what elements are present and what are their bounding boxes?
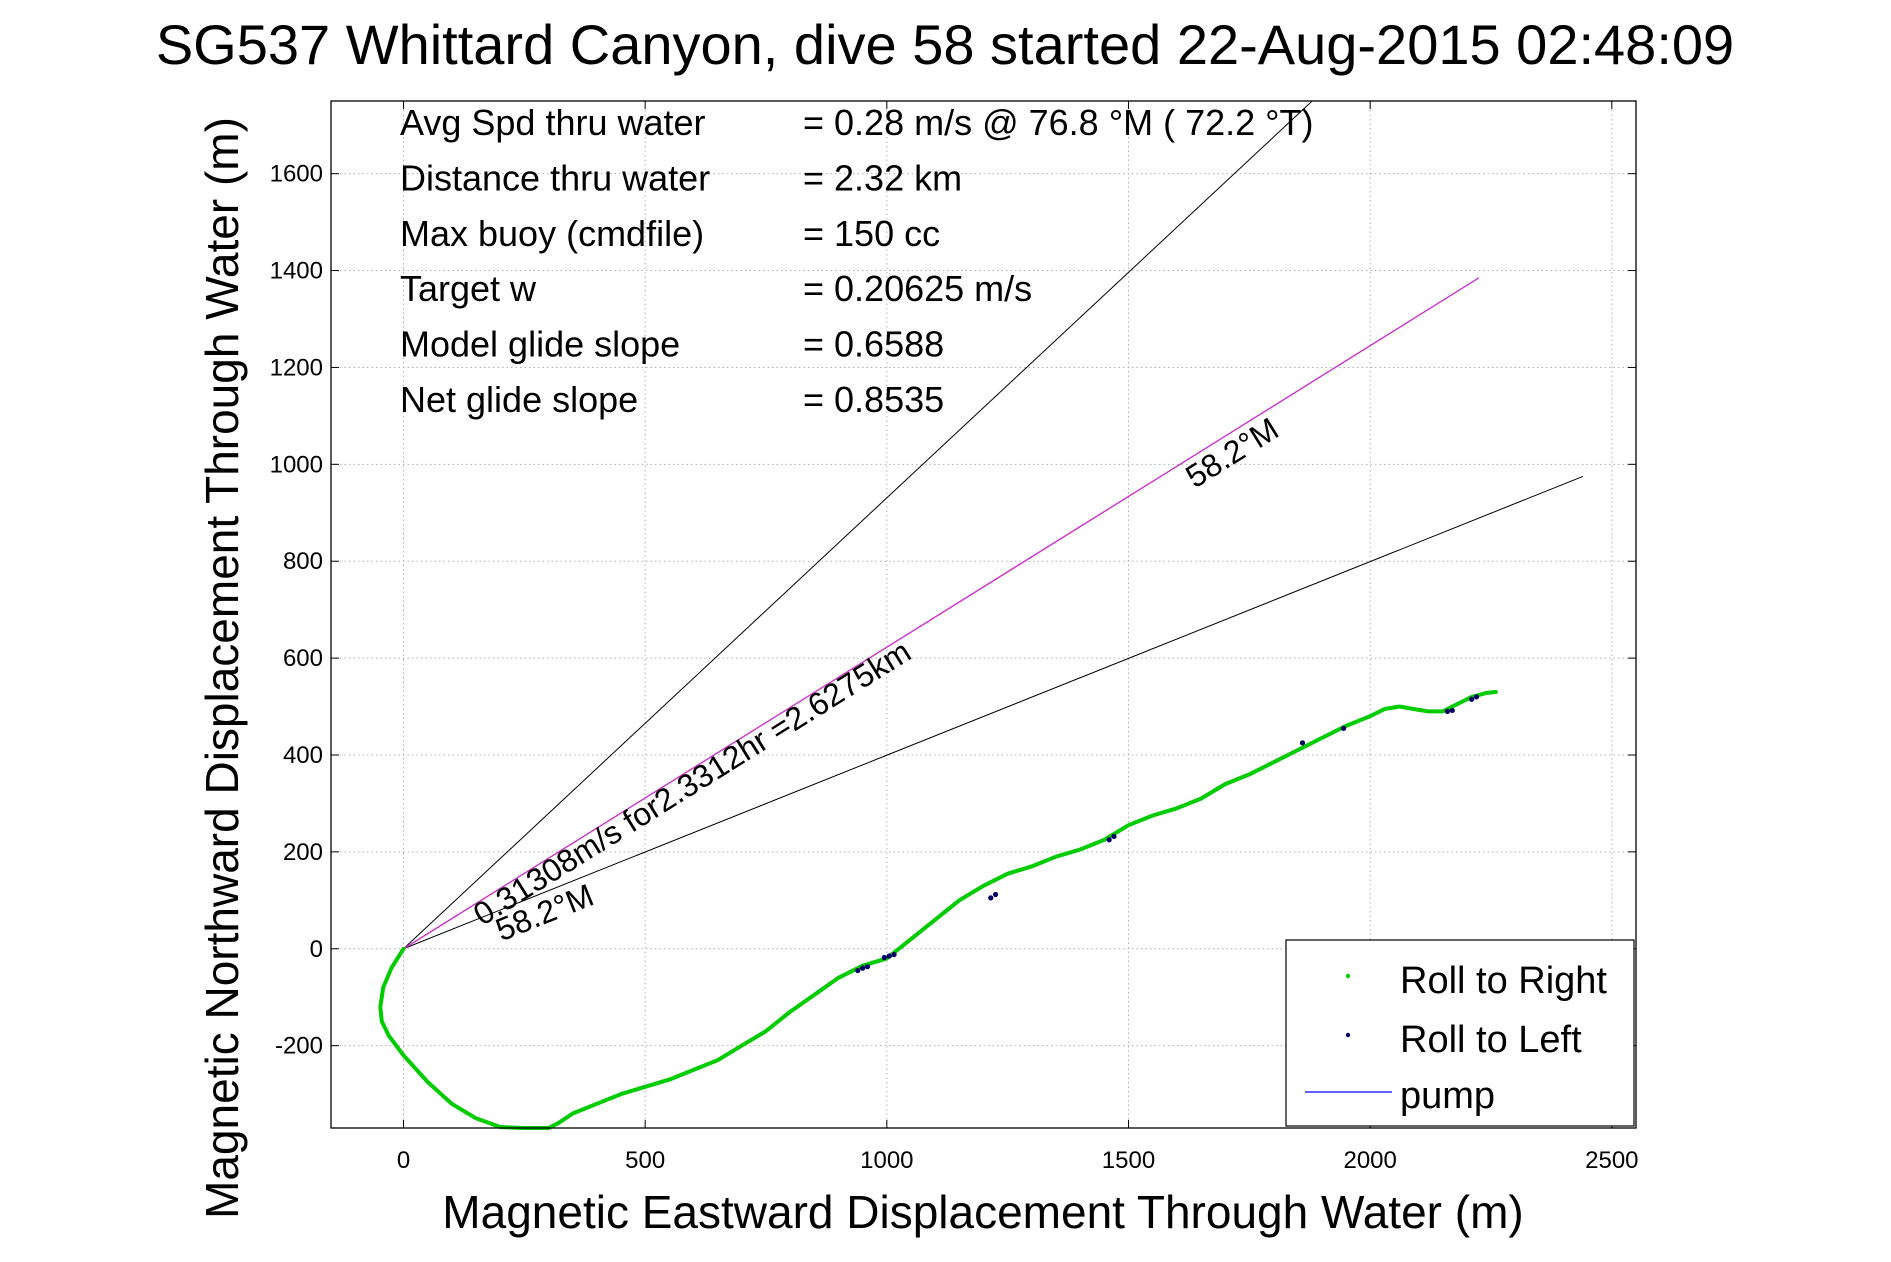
plot-area <box>330 100 1637 1130</box>
stats-block: Avg Spd thru water = 0.28 m/s @ 76.8 °M (… <box>400 102 1314 420</box>
series <box>378 690 1498 1130</box>
stat-label: Net glide slope <box>400 379 638 420</box>
stat-label: Avg Spd thru water <box>400 102 706 143</box>
y-tick-label: 400 <box>283 742 323 769</box>
roll-to-left-point <box>1340 725 1347 731</box>
roll-to-left-point <box>1444 708 1451 714</box>
y-tick-label: 800 <box>283 548 323 575</box>
stat-value: = 2.32 km <box>803 157 962 198</box>
roll-to-left-point <box>988 895 994 901</box>
y-axis-label: Magnetic Northward Displacement Through … <box>196 117 248 1219</box>
target-heading-line <box>403 277 1480 950</box>
y-tick-label: 600 <box>283 645 323 672</box>
series-roll-to-right <box>378 690 1498 1130</box>
legend-label-pump: pump <box>1400 1075 1495 1117</box>
upper-heading-bound-line <box>403 100 1313 950</box>
roll-to-left-point <box>992 891 999 898</box>
y-tick-label: 0 <box>310 936 323 963</box>
stat-label: Target w <box>400 268 537 309</box>
roll-to-left-point <box>1449 707 1455 714</box>
chart-title: SG537 Whittard Canyon, dive 58 started 2… <box>156 13 1734 76</box>
lower-heading-bound-line <box>403 475 1584 950</box>
roll-to-left-point <box>891 951 897 958</box>
stat-label: Max buoy (cmdfile) <box>400 213 704 254</box>
roll-to-left-point <box>1469 696 1475 702</box>
x-tick-label: 1000 <box>860 1147 913 1174</box>
stat-label: Model glide slope <box>400 324 680 365</box>
roll-to-left-point <box>1106 837 1112 843</box>
legend-label-roll-right: Roll to Right <box>1400 960 1607 1002</box>
roll-to-left-point <box>1299 740 1306 746</box>
x-axis-label: Magnetic Eastward Displacement Through W… <box>442 1186 1523 1238</box>
roll-to-left-point <box>1473 694 1480 700</box>
x-tick-label: 2000 <box>1343 1147 1396 1174</box>
x-tick-label: 2500 <box>1585 1147 1638 1174</box>
legend-marker-roll-right <box>1345 973 1351 979</box>
y-ticks: -200 0 200 400 600 800 1000 1200 1400 1600 <box>270 161 1636 1060</box>
y-tick-label: 1200 <box>270 354 323 381</box>
stat-value: = 150 cc <box>803 213 940 254</box>
y-tick-label: 200 <box>283 839 323 866</box>
roll-to-left-point <box>886 953 892 959</box>
y-tick-label: 1400 <box>270 258 323 285</box>
legend: Roll to Right Roll to Left pump <box>1285 939 1635 1127</box>
y-tick-label: 1000 <box>270 451 323 478</box>
stat-value: = 0.28 m/s @ 76.8 °M ( 72.2 °T) <box>803 102 1314 143</box>
x-tick-label: 1500 <box>1102 1147 1155 1174</box>
stat-value: = 0.6588 <box>803 324 944 365</box>
stat-value: = 0.8535 <box>803 379 944 420</box>
roll-to-left-point <box>1111 833 1117 839</box>
legend-marker-roll-left <box>1345 1032 1351 1038</box>
plot-frame <box>330 100 1637 1129</box>
x-ticks: 0 500 1000 1500 2000 2500 <box>397 101 1639 1174</box>
grid <box>331 101 1636 1128</box>
roll-to-left-point <box>855 967 861 974</box>
roll-to-left-point <box>881 954 888 961</box>
roll-to-left-point <box>860 965 866 971</box>
stat-value: = 0.20625 m/s <box>803 268 1032 309</box>
y-tick-label: -200 <box>275 1033 323 1060</box>
x-tick-label: 0 <box>397 1147 410 1174</box>
stat-label: Distance thru water <box>400 157 710 198</box>
y-tick-label: 1600 <box>270 161 323 188</box>
x-tick-label: 500 <box>625 1147 665 1174</box>
roll-to-left-point <box>864 964 871 970</box>
legend-box <box>1285 939 1635 1127</box>
bound-lines <box>403 100 1584 950</box>
legend-label-roll-left: Roll to Left <box>1400 1019 1582 1061</box>
